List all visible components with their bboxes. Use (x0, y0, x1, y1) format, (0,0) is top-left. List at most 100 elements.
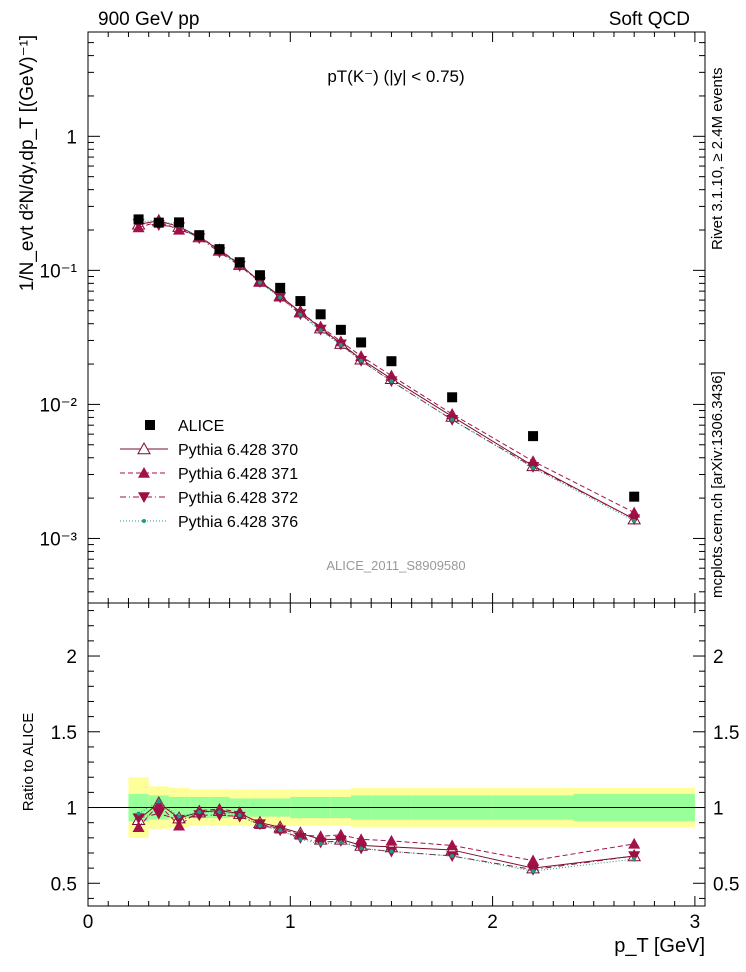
ratio-tick-label-left: 2 (66, 647, 77, 668)
dot-marker (389, 379, 394, 384)
triangle-down-marker (233, 811, 246, 823)
ratio-tick-label-right: 0.5 (713, 874, 739, 895)
dot-marker (237, 813, 242, 818)
data-point-marker (254, 270, 265, 281)
dot-marker (257, 280, 262, 285)
data-point-marker (295, 296, 306, 307)
dot-marker (318, 328, 323, 333)
triangle-up-marker (628, 837, 641, 849)
data-point-marker (528, 431, 539, 442)
data-point-marker (386, 356, 397, 367)
y-tick-label: 10⁻² (40, 395, 78, 416)
data-point-marker (145, 420, 155, 430)
data-point-marker (194, 230, 205, 241)
x-tick-label: 1 (285, 912, 296, 933)
data-point-marker (315, 309, 326, 320)
data-point-marker (133, 214, 144, 225)
y-axis-label: 1/N_evt d²N/dy,dp_T [(GeV)⁻¹] (17, 35, 38, 291)
dot-marker (450, 854, 455, 859)
dot-marker (531, 869, 536, 874)
legend-label: Pythia 6.428 372 (178, 490, 298, 507)
rivet-version-label: Rivet 3.1.10, ≥ 2.4M events (709, 68, 726, 251)
legend-label: ALICE (178, 418, 224, 435)
dot-marker (338, 343, 343, 348)
dot-marker (359, 846, 364, 851)
data-point-marker (335, 324, 346, 335)
axes-ticks: 0 1 2 3 10⁻³ 10⁻² 10⁻¹ 1 0.5 0.5 1 1 1.5 1.5 2 2 (40, 31, 739, 933)
dot-marker (389, 849, 394, 854)
triangle-up-marker (385, 834, 398, 846)
data-series (131, 213, 642, 876)
dot-marker (298, 837, 303, 842)
y-tick-label: 10⁻³ (40, 529, 78, 550)
triangle-down-marker (132, 813, 145, 825)
dot-marker (278, 828, 283, 833)
ratio-tick-label-right: 2 (713, 647, 724, 668)
y-tick-label: 10⁻¹ (40, 261, 78, 282)
dot-marker (156, 799, 161, 804)
triangle-down-marker (138, 492, 150, 503)
triangle-up-marker (355, 833, 368, 845)
analysis-label: ALICE_2011_S8909580 (326, 558, 465, 573)
legend-label: Pythia 6.428 376 (178, 514, 298, 531)
series-line-main (138, 220, 635, 520)
series-line-ratio (138, 802, 635, 869)
dot-marker (632, 518, 637, 523)
ratio-tick-label-right: 1 (713, 799, 724, 820)
plot-title: pT(K⁻) (|y| < 0.75) (327, 67, 464, 86)
data-point-marker (629, 491, 640, 502)
dot-marker (298, 312, 303, 317)
dot-marker (257, 823, 262, 828)
dot-marker (177, 814, 182, 819)
data-point-marker (275, 282, 286, 293)
dot-marker (217, 810, 222, 815)
series-line-main (138, 220, 635, 514)
triangle-down-marker (628, 851, 641, 863)
data-point-marker (153, 217, 164, 228)
ratio-tick-label-left: 0.5 (51, 874, 77, 895)
dot-marker (359, 358, 364, 363)
x-tick-label: 3 (690, 912, 701, 933)
x-tick-label: 2 (487, 912, 498, 933)
dot-marker (318, 841, 323, 846)
triangle-up-marker (446, 839, 459, 851)
mcplots-label: mcplots.cern.ch [arXiv:1306.3436] (709, 371, 726, 598)
data-point-marker (234, 257, 245, 268)
dot-marker (632, 857, 637, 862)
series-line-ratio (138, 803, 635, 862)
y-tick-label: 1 (66, 127, 77, 148)
dot-marker (136, 811, 141, 816)
triangle-open-marker (137, 441, 151, 455)
x-tick-label: 0 (83, 912, 94, 933)
header-left-label: 900 GeV pp (98, 9, 199, 30)
series-line-main (138, 223, 635, 520)
ratio-tick-label-left: 1 (66, 799, 77, 820)
header-right-label: Soft QCD (609, 9, 690, 30)
triangle-up-marker (138, 467, 150, 478)
data-point-marker (356, 337, 367, 348)
legend-label: Pythia 6.428 370 (178, 442, 298, 459)
legend-label: Pythia 6.428 371 (178, 466, 298, 483)
x-axis-label: p_T [GeV] (614, 935, 705, 957)
triangle-down-marker (173, 814, 186, 826)
dot-marker (531, 465, 536, 470)
triangle-up-marker (132, 821, 145, 833)
ratio-tick-label-left: 1.5 (51, 723, 77, 744)
dot-marker (278, 295, 283, 300)
data-point-marker (447, 392, 458, 403)
dot-marker (450, 417, 455, 422)
dot-marker (142, 519, 146, 523)
triangle-up-marker (152, 798, 165, 810)
data-point-marker (174, 217, 185, 228)
legend: ALICE Pythia 6.428 370 Pythia 6.428 371 Pyt… (120, 418, 298, 531)
series-line-ratio (138, 813, 635, 871)
dot-marker (197, 810, 202, 815)
triangle-up-marker (527, 854, 540, 866)
data-point-marker (214, 244, 225, 255)
triangle-down-marker (213, 810, 226, 822)
triangle-down-marker (152, 808, 165, 820)
dot-marker (338, 840, 343, 845)
ratio-tick-label-right: 1.5 (713, 723, 739, 744)
ratio-panel-frame (87, 602, 706, 907)
